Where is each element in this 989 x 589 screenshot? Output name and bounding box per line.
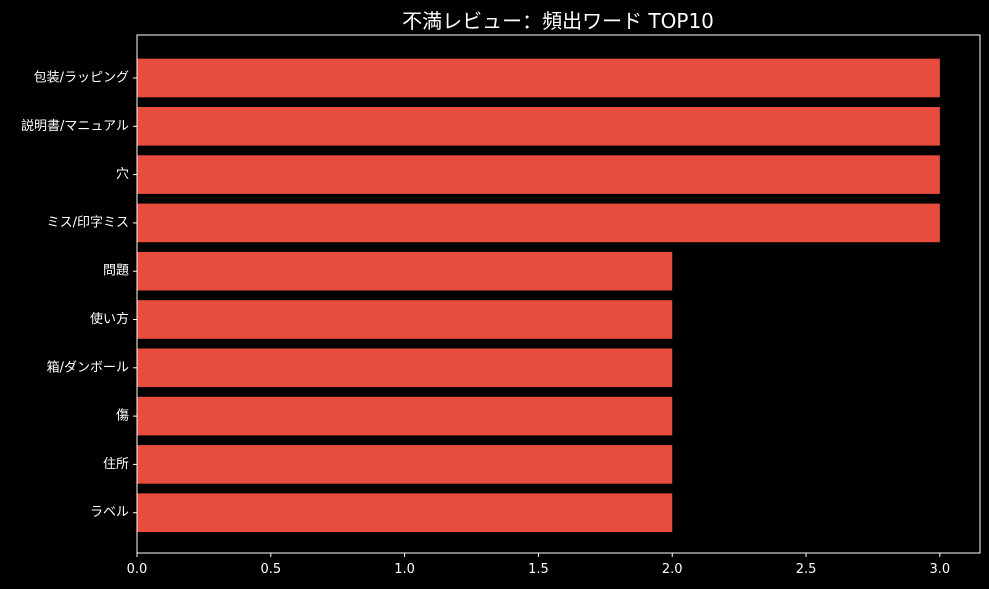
y-tick-label: 住所 bbox=[103, 457, 129, 472]
y-tick-label: 使い方 bbox=[90, 311, 129, 327]
bar-7 bbox=[137, 348, 673, 388]
y-tick-label: 傷 bbox=[116, 409, 129, 424]
x-tick-label: 1.5 bbox=[528, 562, 549, 577]
x-tick-label: 2.0 bbox=[662, 562, 683, 577]
bar-9 bbox=[137, 445, 673, 484]
x-tick-label: 0.0 bbox=[127, 562, 148, 577]
bar-1 bbox=[137, 58, 940, 98]
x-tick-label: 0.5 bbox=[260, 562, 281, 577]
y-tick-label: ラベル bbox=[90, 505, 129, 520]
y-tick-label: 問題 bbox=[103, 264, 129, 279]
bar-4 bbox=[137, 203, 940, 243]
x-axis-ticks: 0.0 0.5 1.0 1.5 2.0 2.5 3.0 bbox=[127, 553, 951, 577]
bar-8 bbox=[137, 396, 673, 436]
y-tick-label: ミス/印字ミス bbox=[47, 215, 129, 230]
y-axis-ticks: 包装/ラッピング説明書/マニュアル穴ミス/印字ミス問題使い方箱/ダンボール傷住所… bbox=[21, 71, 137, 520]
x-tick-label: 2.5 bbox=[796, 562, 817, 577]
bar-6 bbox=[137, 300, 673, 339]
bar-3 bbox=[137, 155, 940, 194]
y-tick-label: 説明書/マニュアル bbox=[21, 118, 129, 134]
y-tick-label: 穴 bbox=[116, 167, 129, 182]
chart-title: 不満レビュー：頻出ワード TOP10 bbox=[402, 9, 714, 33]
bar-5 bbox=[137, 251, 673, 291]
x-tick-label: 3.0 bbox=[930, 562, 951, 577]
y-tick-label: 包装/ラッピング bbox=[34, 71, 129, 86]
x-tick-label: 1.0 bbox=[394, 562, 415, 577]
bars-group bbox=[137, 58, 940, 533]
bar-2 bbox=[137, 106, 940, 146]
bar-10 bbox=[137, 493, 673, 533]
y-tick-label: 箱/ダンボール bbox=[47, 359, 129, 375]
plot-frame bbox=[136, 34, 981, 554]
